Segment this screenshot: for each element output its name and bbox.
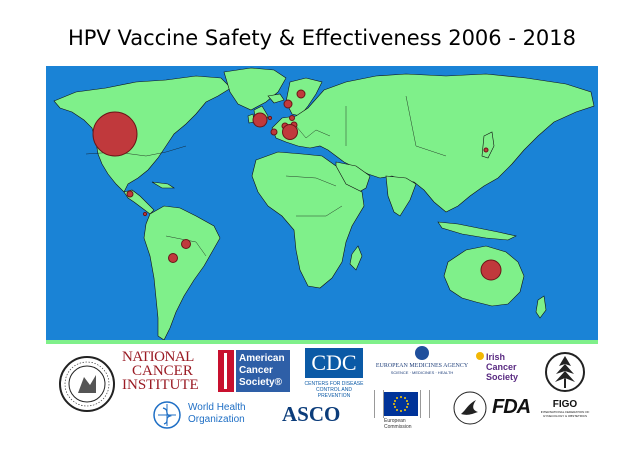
acs-logo: American Cancer Society®: [218, 350, 290, 392]
who-line2: Organization: [188, 414, 245, 425]
marker-canada: [296, 89, 306, 99]
ec-line2: Commission: [384, 424, 412, 430]
marker-brazil: [181, 239, 191, 249]
european-commission-logo: European Commission: [374, 388, 444, 434]
nci-line1: NATIONAL: [122, 349, 194, 365]
land-india: [385, 175, 417, 217]
hhs-eagle-icon: [453, 391, 487, 425]
land-caribbean: [151, 181, 175, 189]
who-logo: World Health Organization: [152, 400, 262, 430]
asco-logo: ASCO: [282, 402, 362, 428]
figo-sub: INTERNATIONAL FEDERATION OF GYNECOLOGY &…: [540, 410, 590, 418]
aap-seal-logo: [59, 356, 115, 412]
world-map: [46, 66, 598, 344]
marker-australia: [480, 259, 502, 281]
ics-line3: Society: [486, 372, 519, 382]
cdc-abbr: CDC: [305, 348, 363, 378]
ics-line1: Irish: [486, 352, 506, 362]
nci-line3: INSTITUTE: [122, 377, 199, 393]
ema-globe-icon: [415, 346, 429, 360]
marker-japan: [483, 147, 489, 153]
ema-line2: SCIENCE · MEDICINES · HEALTH: [390, 370, 454, 375]
marker-united-states: [92, 111, 138, 157]
marker-mexico: [126, 190, 134, 198]
land-eurasia: [271, 73, 595, 213]
figo-logo: FIGO INTERNATIONAL FEDERATION OF GYNECOL…: [540, 350, 590, 430]
land-antarctica: [46, 340, 598, 344]
figo-emblem-icon: [545, 352, 585, 392]
marker-denmark: [289, 115, 295, 121]
ema-line1: EUROPEAN MEDICINES AGENCY: [375, 363, 469, 369]
marker-central-america: [142, 211, 148, 217]
land-new-zealand: [535, 295, 547, 319]
fda-logo: FDA: [452, 390, 532, 426]
marker-france: [270, 128, 278, 136]
figo-abbr: FIGO: [552, 399, 578, 410]
page-title: HPV Vaccine Safety & Effectiveness 2006 …: [67, 26, 577, 50]
acs-line2: Cancer: [239, 365, 273, 376]
marker-scandinavia: [283, 99, 293, 109]
who-line1: World Health: [188, 402, 246, 413]
cdc-line1: CENTERS FOR DISEASE: [304, 381, 364, 387]
marker-ireland: [267, 115, 273, 121]
ics-line2: Cancer: [486, 362, 517, 372]
acs-line3: Society®: [239, 377, 282, 388]
land-iceland: [267, 93, 285, 104]
land-indonesia: [437, 221, 517, 241]
cdc-line2: CONTROL AND PREVENTION: [316, 387, 352, 399]
land-madagascar: [349, 245, 363, 271]
marker-italy: [282, 124, 298, 140]
irish-cancer-society-logo: Irish Cancer Society: [476, 352, 526, 388]
nci-line2: CANCER: [132, 363, 193, 379]
asco-abbr: ASCO: [282, 402, 341, 426]
ics-flower-icon: [476, 352, 484, 360]
marker-colombia: [168, 253, 178, 263]
ec-line1: European: [384, 418, 406, 424]
cdc-logo: CDC CENTERS FOR DISEASE CONTROL AND PREV…: [302, 348, 366, 399]
fda-abbr: FDA: [492, 396, 531, 418]
nci-logo: NATIONAL CANCER INSTITUTE: [122, 350, 202, 394]
acs-line1: American: [239, 353, 285, 364]
land-south-america: [143, 205, 221, 341]
marker-united-kingdom: [252, 112, 268, 128]
who-emblem-icon: [153, 401, 181, 429]
ema-logo: EUROPEAN MEDICINES AGENCY SCIENCE · MEDI…: [374, 346, 470, 382]
